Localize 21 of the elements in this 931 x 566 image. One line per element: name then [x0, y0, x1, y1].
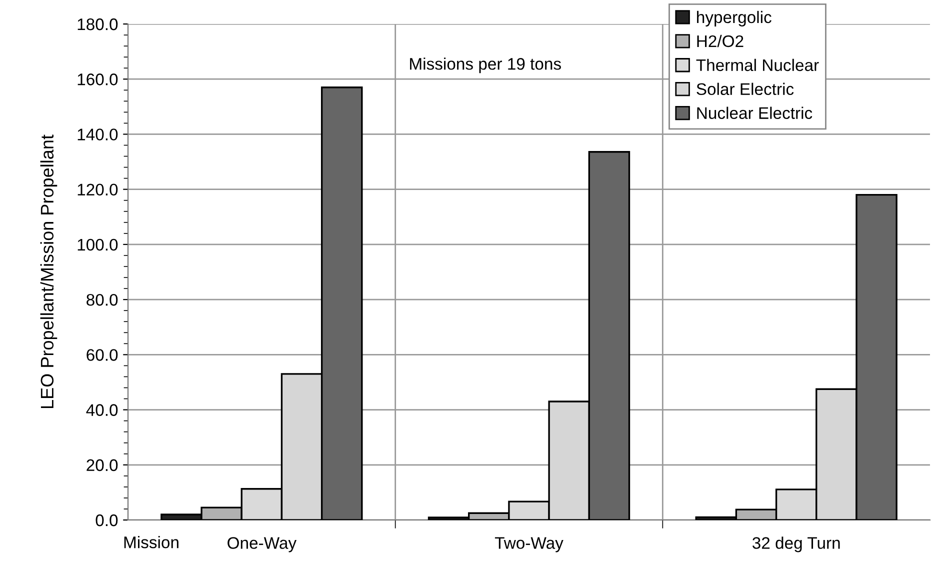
- x-axis-title: Mission: [124, 536, 178, 548]
- legend-label: hypergolic: [697, 10, 772, 26]
- y-tick-label: 20.0: [86, 459, 118, 472]
- annotation: Missions per 19 tons: [410, 58, 561, 74]
- x-tick-label: 32 deg Turn: [752, 536, 840, 552]
- y-tick-label: 40.0: [86, 404, 118, 416]
- y-tick-label: 80.0: [86, 294, 118, 306]
- y-tick-label: 140.0: [78, 128, 118, 140]
- y-tick-label: 0.0: [96, 514, 118, 526]
- x-tick-label: Two-Way: [494, 537, 564, 552]
- x-tick-label: One-Way: [228, 537, 297, 552]
- y-tick-label: 100.0: [78, 238, 118, 251]
- legend-label: Thermal Nuclear: [696, 58, 819, 72]
- y-axis-title: LEO Propellant/Mission Propellant: [40, 134, 58, 408]
- y-tick-label: 180.0: [78, 18, 118, 30]
- legend-label: Nuclear Electric: [697, 106, 812, 119]
- legend-label: H2/O2: [697, 34, 744, 48]
- y-tick-label: 60.0: [86, 349, 118, 361]
- legend-label: Solar Electric: [696, 82, 794, 96]
- y-tick-label: 160.0: [78, 74, 118, 86]
- y-tick-label: 120.0: [78, 184, 118, 196]
